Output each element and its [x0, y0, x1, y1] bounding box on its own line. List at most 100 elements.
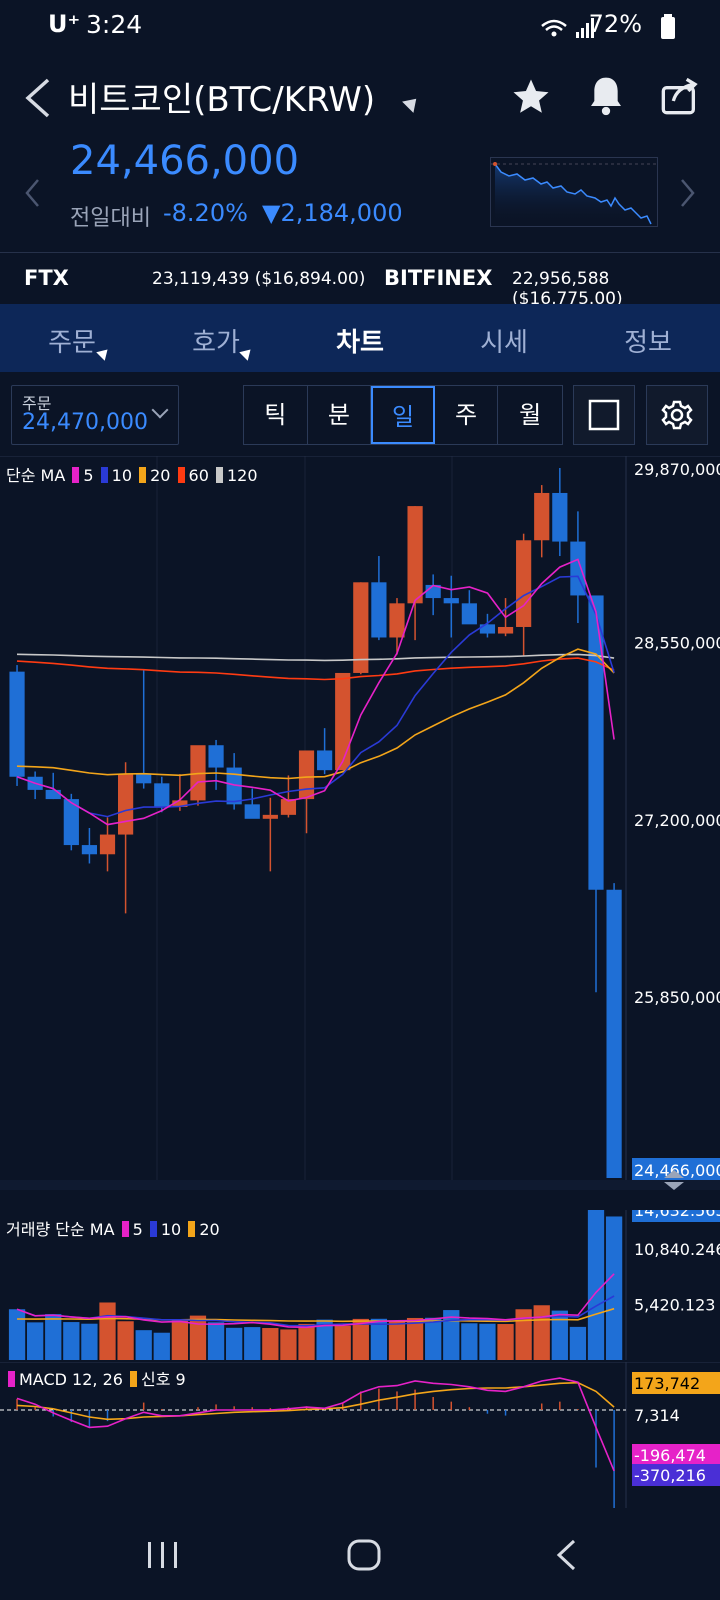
volume-bar [533, 1305, 550, 1360]
volume-bar [135, 1330, 152, 1360]
vol-ma5-line [16, 1273, 615, 1329]
title-dropdown-caret[interactable] [402, 93, 422, 113]
candle-body [244, 804, 260, 819]
tab-chart[interactable]: 차트 [336, 328, 384, 358]
candle-body [99, 834, 116, 855]
candle [244, 788, 260, 819]
volume-bar [605, 1216, 623, 1360]
ma20-line [16, 648, 615, 780]
candle-body [226, 767, 242, 805]
candle-body [335, 672, 351, 771]
legend-swatch [121, 1221, 129, 1237]
x-tick-label: 2022-10-23 [259, 1189, 352, 1190]
prev-day-label: 전일대비 [70, 206, 151, 231]
candle-body [407, 506, 423, 604]
legend-swatch [100, 467, 108, 483]
macd-signal-line [16, 1381, 615, 1421]
resize-handle-icon [664, 1170, 684, 1190]
tab-orderbook[interactable]: 호가 [192, 328, 240, 358]
share-icon[interactable] [660, 76, 700, 116]
volume-bar [171, 1320, 189, 1360]
ma-legend: 단순 MA 5 10 20 60 120 [6, 462, 258, 486]
volume-bar [81, 1323, 98, 1360]
candle [317, 728, 333, 775]
current-volume-label: 14,632.565 [634, 1210, 720, 1220]
recent-apps-icon[interactable] [146, 1540, 180, 1570]
page-title[interactable]: 비트코인(BTC/KRW) [68, 80, 376, 120]
volume-bar [8, 1309, 26, 1360]
home-icon[interactable] [346, 1538, 382, 1572]
candle [570, 511, 586, 624]
tab-quotes[interactable]: 시세 [480, 328, 528, 358]
candle [262, 797, 278, 872]
y-tick-label: 27,200,000 [634, 811, 720, 830]
candle-body [516, 540, 532, 627]
period-month[interactable]: 월 [519, 401, 542, 429]
volume-bar [551, 1310, 568, 1360]
candle-body [154, 783, 170, 807]
candle-body [136, 774, 152, 784]
period-day[interactable]: 일 [371, 386, 435, 444]
order-price-select[interactable]: 주문 24,470,000 [11, 385, 179, 445]
star-icon[interactable] [510, 76, 552, 118]
candle-body [45, 789, 61, 800]
period-week[interactable]: 주 [435, 386, 499, 444]
candle-body [172, 800, 188, 807]
candle [407, 506, 423, 641]
candle [335, 672, 351, 771]
prev-coin-icon[interactable] [24, 178, 40, 208]
fullscreen-button[interactable] [573, 385, 635, 445]
legend-swatch [149, 1221, 157, 1237]
volume-bar [63, 1322, 80, 1360]
settings-button[interactable] [646, 385, 708, 445]
volume-bar [461, 1323, 478, 1360]
candle [280, 775, 297, 818]
current-price: 24,466,000 [70, 138, 300, 184]
back-icon[interactable] [20, 76, 56, 120]
period-minute[interactable]: 분 [308, 386, 372, 444]
candle [479, 613, 496, 638]
volume-bar [587, 1210, 605, 1360]
volume-bar [569, 1326, 587, 1360]
volume-bar [226, 1327, 243, 1360]
tab-order[interactable]: 주문 [48, 328, 96, 358]
period-tick[interactable]: 틱 [244, 386, 308, 444]
candle-body [534, 492, 550, 541]
candle [99, 817, 116, 872]
status-bar: U⁺ 3:24 72% [0, 0, 720, 52]
price-chart[interactable]: 29,870,000 28,550,000 27,200,000 25,850,000… [0, 456, 720, 1190]
exchange-name: FTX [24, 266, 69, 290]
mini-price-chart[interactable] [490, 157, 658, 227]
legend-item: 5 [83, 466, 99, 485]
macd-tag [632, 1464, 720, 1486]
next-coin-icon[interactable] [680, 178, 696, 208]
signal-icons [541, 18, 594, 38]
change-amount: ▼2,184,000 [262, 199, 403, 227]
legend-swatch [8, 1371, 15, 1387]
candle [461, 590, 477, 625]
legend-item: 60 [188, 466, 214, 485]
volume-bar [262, 1328, 279, 1360]
candle-body [208, 745, 224, 768]
volume-bar [26, 1322, 44, 1360]
bell-icon[interactable] [586, 74, 626, 118]
candle-body [280, 799, 297, 815]
legend-swatch [139, 467, 147, 483]
candle-body [262, 814, 278, 819]
nav-back-icon[interactable] [554, 1538, 578, 1572]
legend-swatch [72, 467, 80, 483]
volume-bar [316, 1319, 333, 1360]
change-percent: -8.20% [163, 199, 248, 227]
candle [208, 739, 224, 790]
candle-body [461, 603, 477, 625]
clock: 3:24 [86, 10, 143, 39]
candle-body [570, 541, 586, 596]
legend-swatch [216, 467, 223, 483]
volume-bar [497, 1324, 514, 1360]
volume-bar [207, 1322, 225, 1360]
current-price-label: 24,466,000 [634, 1161, 720, 1180]
macd-chart[interactable]: 173,742 7,314 -196,474-370,216 [0, 1362, 720, 1512]
exchange-row: FTX 23,119,439 ($16,894.00) BITFINEX 22,… [0, 253, 720, 309]
tab-info[interactable]: 정보 [624, 328, 672, 358]
